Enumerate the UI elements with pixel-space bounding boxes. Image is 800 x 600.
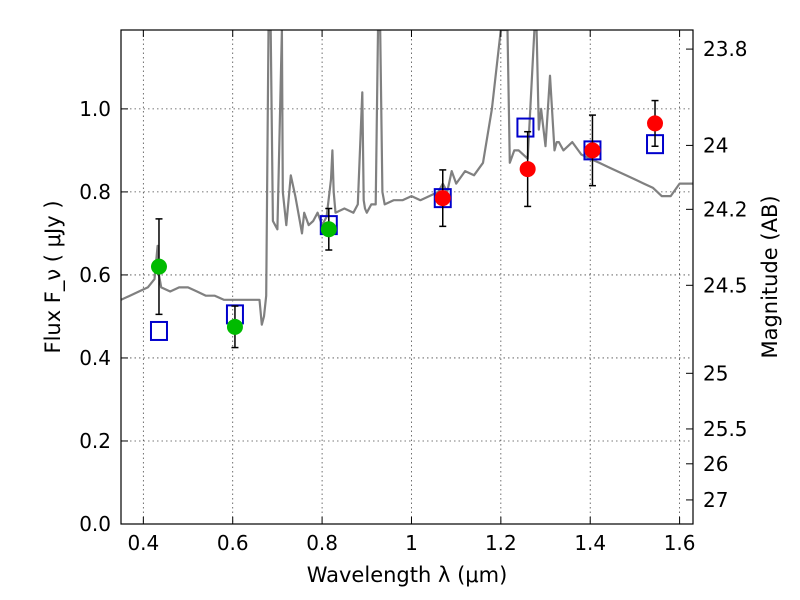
ticks: 0.4 0.6 0.8 1 1.2 1.4 1.6 0.0 0.2 0.4 0.6 0.8 1.0 23.… (79, 30, 748, 555)
plot-frame (120, 29, 694, 525)
magnitude-tick-label: 26 (703, 452, 728, 476)
optical-observation-point (320, 221, 337, 238)
y-tick-label: 0.4 (79, 346, 111, 370)
magnitude-tick-label: 24 (703, 133, 728, 157)
magnitude-tick-label: 24.2 (703, 197, 748, 221)
y-tick-label: 0.6 (79, 263, 111, 287)
magnitude-tick-label: 24.5 (703, 273, 748, 297)
spectrum-line (121, 30, 693, 326)
x-tick-label: 1.4 (574, 531, 606, 555)
nir-observation-point (434, 190, 451, 207)
y-tick-label: 0.0 (79, 512, 111, 536)
x-tick-label: 1 (405, 531, 418, 555)
magnitude-tick-label: 25 (703, 361, 728, 385)
magnitude-tick-label: 25.5 (703, 417, 748, 441)
plot-area (121, 30, 693, 349)
x-tick-label: 0.6 (217, 531, 249, 555)
y-tick-label: 0.2 (79, 429, 111, 453)
optical-observation-point (150, 258, 167, 275)
magnitude-tick-label: 23.8 (703, 37, 748, 61)
optical-observation-point (226, 318, 243, 335)
y-tick-label: 1.0 (79, 97, 111, 121)
x-axis-label: Wavelength λ (μm) (307, 563, 508, 587)
magnitude-axis-label: Magnitude (AB) (758, 195, 782, 358)
y-axis-label: Flux F_ν ( μJy ) (41, 200, 66, 353)
x-tick-label: 1.2 (485, 531, 517, 555)
magnitude-tick-label: 27 (703, 488, 728, 512)
nir-observation-point (584, 142, 601, 159)
nir-observation-point (647, 115, 664, 132)
x-tick-label: 1.6 (664, 531, 696, 555)
y-tick-label: 0.8 (79, 180, 111, 204)
x-tick-label: 0.8 (306, 531, 338, 555)
x-tick-label: 0.4 (127, 531, 159, 555)
model-photometry-point (149, 320, 168, 341)
nir-observation-point (519, 161, 536, 178)
model-photometry-point (516, 117, 535, 138)
